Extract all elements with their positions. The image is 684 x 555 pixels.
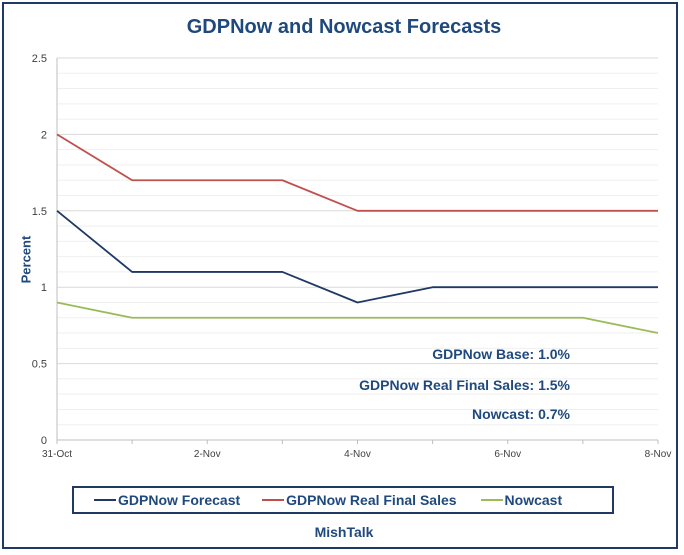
annotation-gdpnow-real-final-sales: GDPNow Real Final Sales: 1.5% [359, 377, 570, 393]
annotation-nowcast: Nowcast: 0.7% [471, 406, 570, 422]
legend: GDPNow Forecast GDPNow Real Final Sales … [72, 486, 614, 514]
x-tick-label: 4-Nov [344, 449, 371, 460]
legend-label-gdpnow-forecast: GDPNow Forecast [118, 492, 241, 508]
y-tick-label: 2.5 [32, 53, 47, 65]
legend-swatch-nowcast [480, 499, 503, 501]
y-tick-label: 1.5 [32, 206, 47, 218]
y-tick-label: 2 [41, 129, 47, 141]
legend-item-gdpnow-real-final-sales: GDPNow Real Final Sales [262, 492, 457, 508]
chart-title: GDPNow and Nowcast Forecasts [186, 16, 502, 38]
x-tick-label: 6-Nov [494, 449, 521, 460]
legend-item-nowcast: Nowcast [480, 492, 563, 508]
annotation-gdpnow-base: GDPNow Base: 1.0% [432, 346, 570, 362]
y-tick-label: 1 [41, 282, 47, 294]
series-line-nowcast [56, 301, 659, 334]
x-tick-label: 8-Nov [645, 449, 672, 460]
source-label: MishTalk [314, 524, 374, 540]
legend-item-gdpnow-forecast: GDPNow Forecast [94, 492, 240, 508]
series-line-gdpnow-real-final-sales [56, 133, 658, 212]
legend-label-nowcast: Nowcast [504, 492, 563, 508]
y-tick-label: 0 [41, 435, 47, 447]
legend-label-gdpnow-real-final-sales: GDPNow Real Final Sales [286, 492, 457, 508]
legend-swatch-gdpnow-forecast [94, 499, 116, 501]
plot-area: 0 0.5 1 1.5 2 2.5 31-Oct 2-Nov 4-Nov 6-Nov 8-Nov [32, 53, 672, 460]
x-tick-label: 31-Oct [42, 449, 72, 460]
legend-swatch-gdpnow-real-final-sales [262, 499, 285, 501]
x-tick-label: 2-Nov [194, 449, 221, 460]
chart-frame: GDPNow and Nowcast Forecasts Percent 0 0.… [2, 2, 678, 549]
series-line-gdpnow-forecast [56, 210, 658, 304]
y-tick-label: 0.5 [32, 359, 47, 371]
